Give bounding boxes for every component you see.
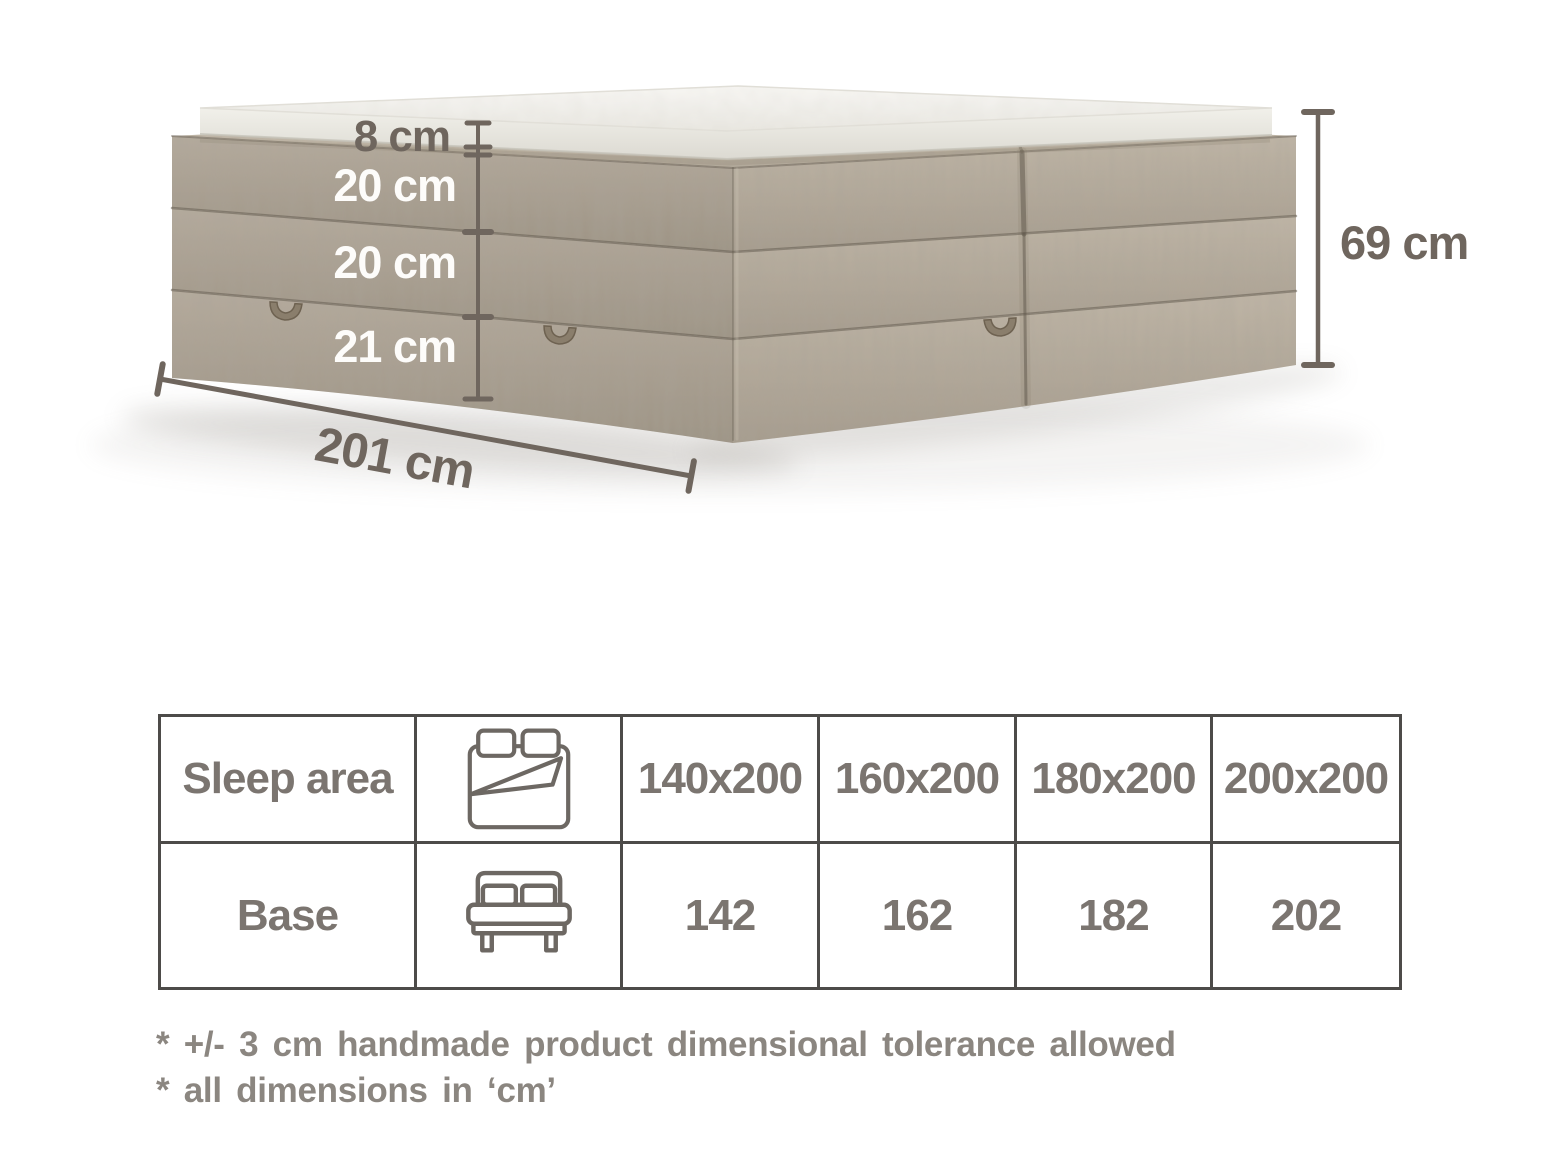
topper-right-face [727, 108, 1272, 159]
mattress-height-label: 20 cm [333, 160, 456, 211]
base-layer-right-face [733, 291, 1296, 443]
total-height-dimension-line [1301, 109, 1335, 368]
base-size: 142 [684, 890, 756, 940]
size-table-label-cell: Sleep area [161, 717, 417, 844]
row-label: Base [236, 890, 339, 940]
topper-left-face [200, 108, 727, 159]
middle-layer-right-face [733, 216, 1296, 339]
height-dimension-line [462, 120, 494, 402]
size-value-cell: 160x200 [820, 717, 1017, 844]
mattress-top-icon [467, 728, 570, 829]
mattress-layer-left-face [172, 136, 733, 252]
floor-shadow [90, 365, 1370, 493]
bed-dimension-diagram: 8 cm 20 cm 20 cm 21 cm 69 cm 201 cm [90, 85, 1469, 499]
footnotes: * +/- 3 cm handmade product dimensional … [156, 1022, 1356, 1114]
base-size: 182 [1078, 890, 1149, 940]
mattress-layer-right-face [733, 136, 1296, 252]
size-table-icon-cell [417, 717, 623, 844]
size-table-label-cell: Base [161, 844, 417, 987]
row-label: Sleep area [182, 754, 393, 803]
size-value-cell: 142 [623, 844, 820, 987]
size-value-cell: 202 [1213, 844, 1399, 987]
size-value-cell: 182 [1017, 844, 1213, 987]
size-table: Sleep area 140x200 160x200 180x200 200x2… [158, 714, 1402, 990]
handle-icon [983, 317, 1017, 337]
sleep-area-size: 140x200 [637, 754, 803, 803]
total-height-label: 69 cm [1340, 216, 1468, 269]
size-table-icon-cell [417, 844, 623, 987]
base-height-label: 21 cm [333, 321, 456, 372]
size-value-cell: 140x200 [623, 717, 820, 844]
sleep-area-size: 160x200 [834, 754, 1000, 803]
middle-height-label: 20 cm [333, 237, 456, 288]
topper [199, 85, 1273, 166]
footnote-units: * all dimensions in ‘cm’ [156, 1071, 556, 1110]
footnote-tolerance: * +/- 3 cm handmade product dimensional … [156, 1025, 1176, 1064]
base-size: 162 [881, 890, 953, 940]
topper-height-label: 8 cm [354, 112, 450, 161]
base-layer-left-face [172, 290, 733, 443]
handle-icon [269, 301, 303, 321]
layer-seams [170, 128, 1298, 441]
sleep-area-size: 180x200 [1031, 754, 1196, 803]
topper-top-face [199, 85, 1273, 132]
handle-icon [543, 325, 577, 345]
size-value-cell: 162 [820, 844, 1017, 987]
base-size: 202 [1270, 890, 1342, 940]
size-value-cell: 200x200 [1213, 717, 1399, 844]
middle-layer-left-face [172, 208, 733, 339]
size-value-cell: 180x200 [1017, 717, 1213, 844]
sleep-area-size: 200x200 [1223, 754, 1389, 803]
storage-handles [269, 301, 1017, 345]
bed-front-icon [465, 870, 572, 953]
